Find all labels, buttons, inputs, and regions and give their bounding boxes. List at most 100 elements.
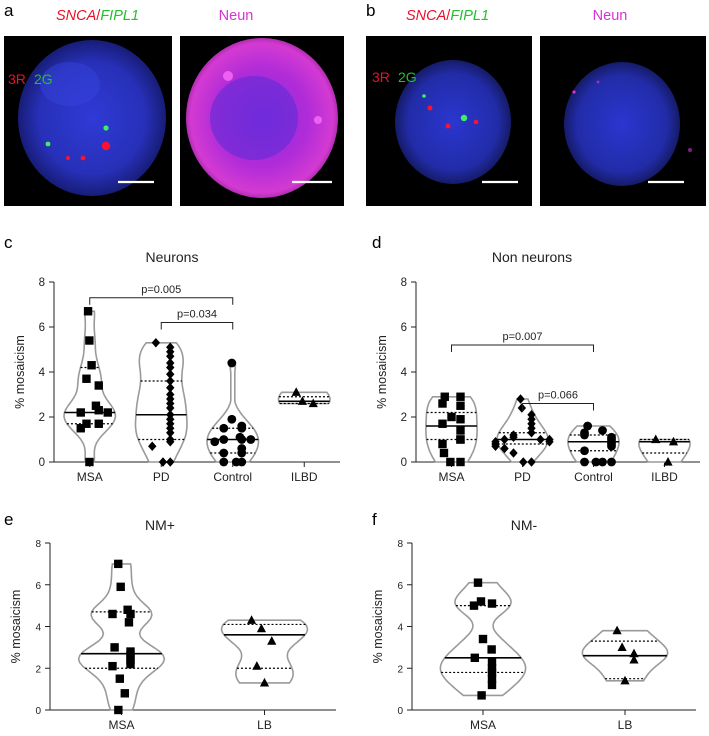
data-point-square [94,406,103,415]
data-point-square [438,399,447,408]
data-point-square [438,419,447,428]
nucleus-b2 [564,62,680,186]
chart-title-f: NM- [511,517,538,533]
violin-outline [567,425,620,463]
x-tick-label: LB [257,718,272,731]
data-point-circle [227,358,237,368]
data-point-diamond [166,351,175,362]
x-tick-label: PD [153,470,170,484]
data-point-square [103,408,112,417]
data-point-circle [583,421,593,431]
y-tick-label: 4 [397,623,403,634]
data-point-diamond [166,382,175,393]
data-point-circle [591,457,601,467]
data-point-diamond [509,448,518,458]
chart-title-c: Neurons [146,249,199,265]
data-point-diamond [166,436,175,447]
panel-b: b SNCA/FIPL1 Neun 3R 2G [366,1,706,206]
data-point-square [108,661,117,671]
data-point-diamond [536,434,545,445]
violin-outline [439,581,527,697]
x-tick-label: ILBD [291,470,318,484]
y-tick-label: 6 [397,581,403,592]
violin-outline [134,342,188,463]
data-point-square [114,705,123,715]
data-point-triangle [629,654,639,664]
data-point-circle [219,457,229,467]
y-tick-label: 8 [39,277,45,289]
data-point-triangle [612,625,622,635]
x-tick-label: PD [514,470,531,484]
green-signal [45,141,51,147]
y-tick-label: 2 [35,664,41,675]
count-green-b: 2G [398,69,417,85]
data-point-square [456,415,465,424]
significance-bracket [522,403,594,411]
violin-outline [220,619,309,684]
x-tick-label: ILBD [651,470,678,484]
x-tick-label: MSA [77,470,103,484]
data-point-triangle [252,661,262,670]
data-point-circle [598,426,607,435]
data-point-diamond [166,457,175,467]
data-point-square [108,609,117,619]
probe-title-b: SNCA/FIPL1 [406,8,489,24]
data-point-triangle [668,436,679,446]
panel-label-d: d [372,233,381,252]
y-tick-label: 4 [39,367,46,379]
data-point-square [94,381,103,390]
data-point-square [456,457,465,467]
data-point-square [477,691,486,700]
green-signal [422,94,426,98]
data-point-square [487,674,497,683]
data-point-square [85,336,94,345]
data-point-triangle [291,387,301,396]
data-point-square [456,435,465,444]
chart-neurons: 0 2 4 6 8 % mosaicism MSA PD Control ILBD p=0.005 p… [13,277,340,484]
panel-label-f: f [372,510,377,529]
data-point-triangle [259,677,270,687]
data-point-square [126,659,135,669]
data-point-square [76,408,85,417]
data-point-square [478,634,488,644]
probe-gene1: SNCA [56,8,96,24]
x-tick-label: MSA [108,718,134,731]
data-point-circle [227,414,237,424]
data-point-triangle [620,675,630,685]
x-tick-label: LB [618,718,633,731]
data-point-diamond [509,432,518,443]
data-point-circle [219,448,229,458]
count-red-a: 3R [8,71,26,87]
significance-bracket [451,344,594,352]
data-point-square [114,559,123,569]
data-point-triangle [617,642,627,651]
data-point-triangle [297,396,308,405]
y-axis-label: % mosaicism [375,335,389,409]
probe-gene2: FIPL1 [450,8,489,24]
data-point-circle [237,423,247,433]
y-tick-label: 0 [401,457,407,469]
y-tick-label: 2 [401,412,407,424]
violin-outline [277,391,331,405]
data-point-square [447,412,456,422]
data-point-diamond [500,434,509,445]
data-point-circle [237,457,247,467]
data-point-square [126,609,135,619]
panel-label-e: e [4,510,13,529]
neun-spot [596,80,600,84]
violin-outline [425,396,478,463]
data-point-square [456,401,465,410]
data-point-square [94,419,103,428]
data-point-diamond [519,457,528,467]
violin-outline [206,362,260,463]
y-tick-label: 2 [39,412,45,424]
data-point-square [91,401,101,410]
neun-core-a [210,76,298,160]
neun-spot [688,148,692,152]
panel-label-c: c [4,233,13,252]
data-point-square [487,599,497,608]
data-point-circle [219,435,229,444]
data-point-diamond [517,403,527,413]
probe-sep: / [446,8,451,24]
p-value-label: p=0.034 [177,309,217,321]
